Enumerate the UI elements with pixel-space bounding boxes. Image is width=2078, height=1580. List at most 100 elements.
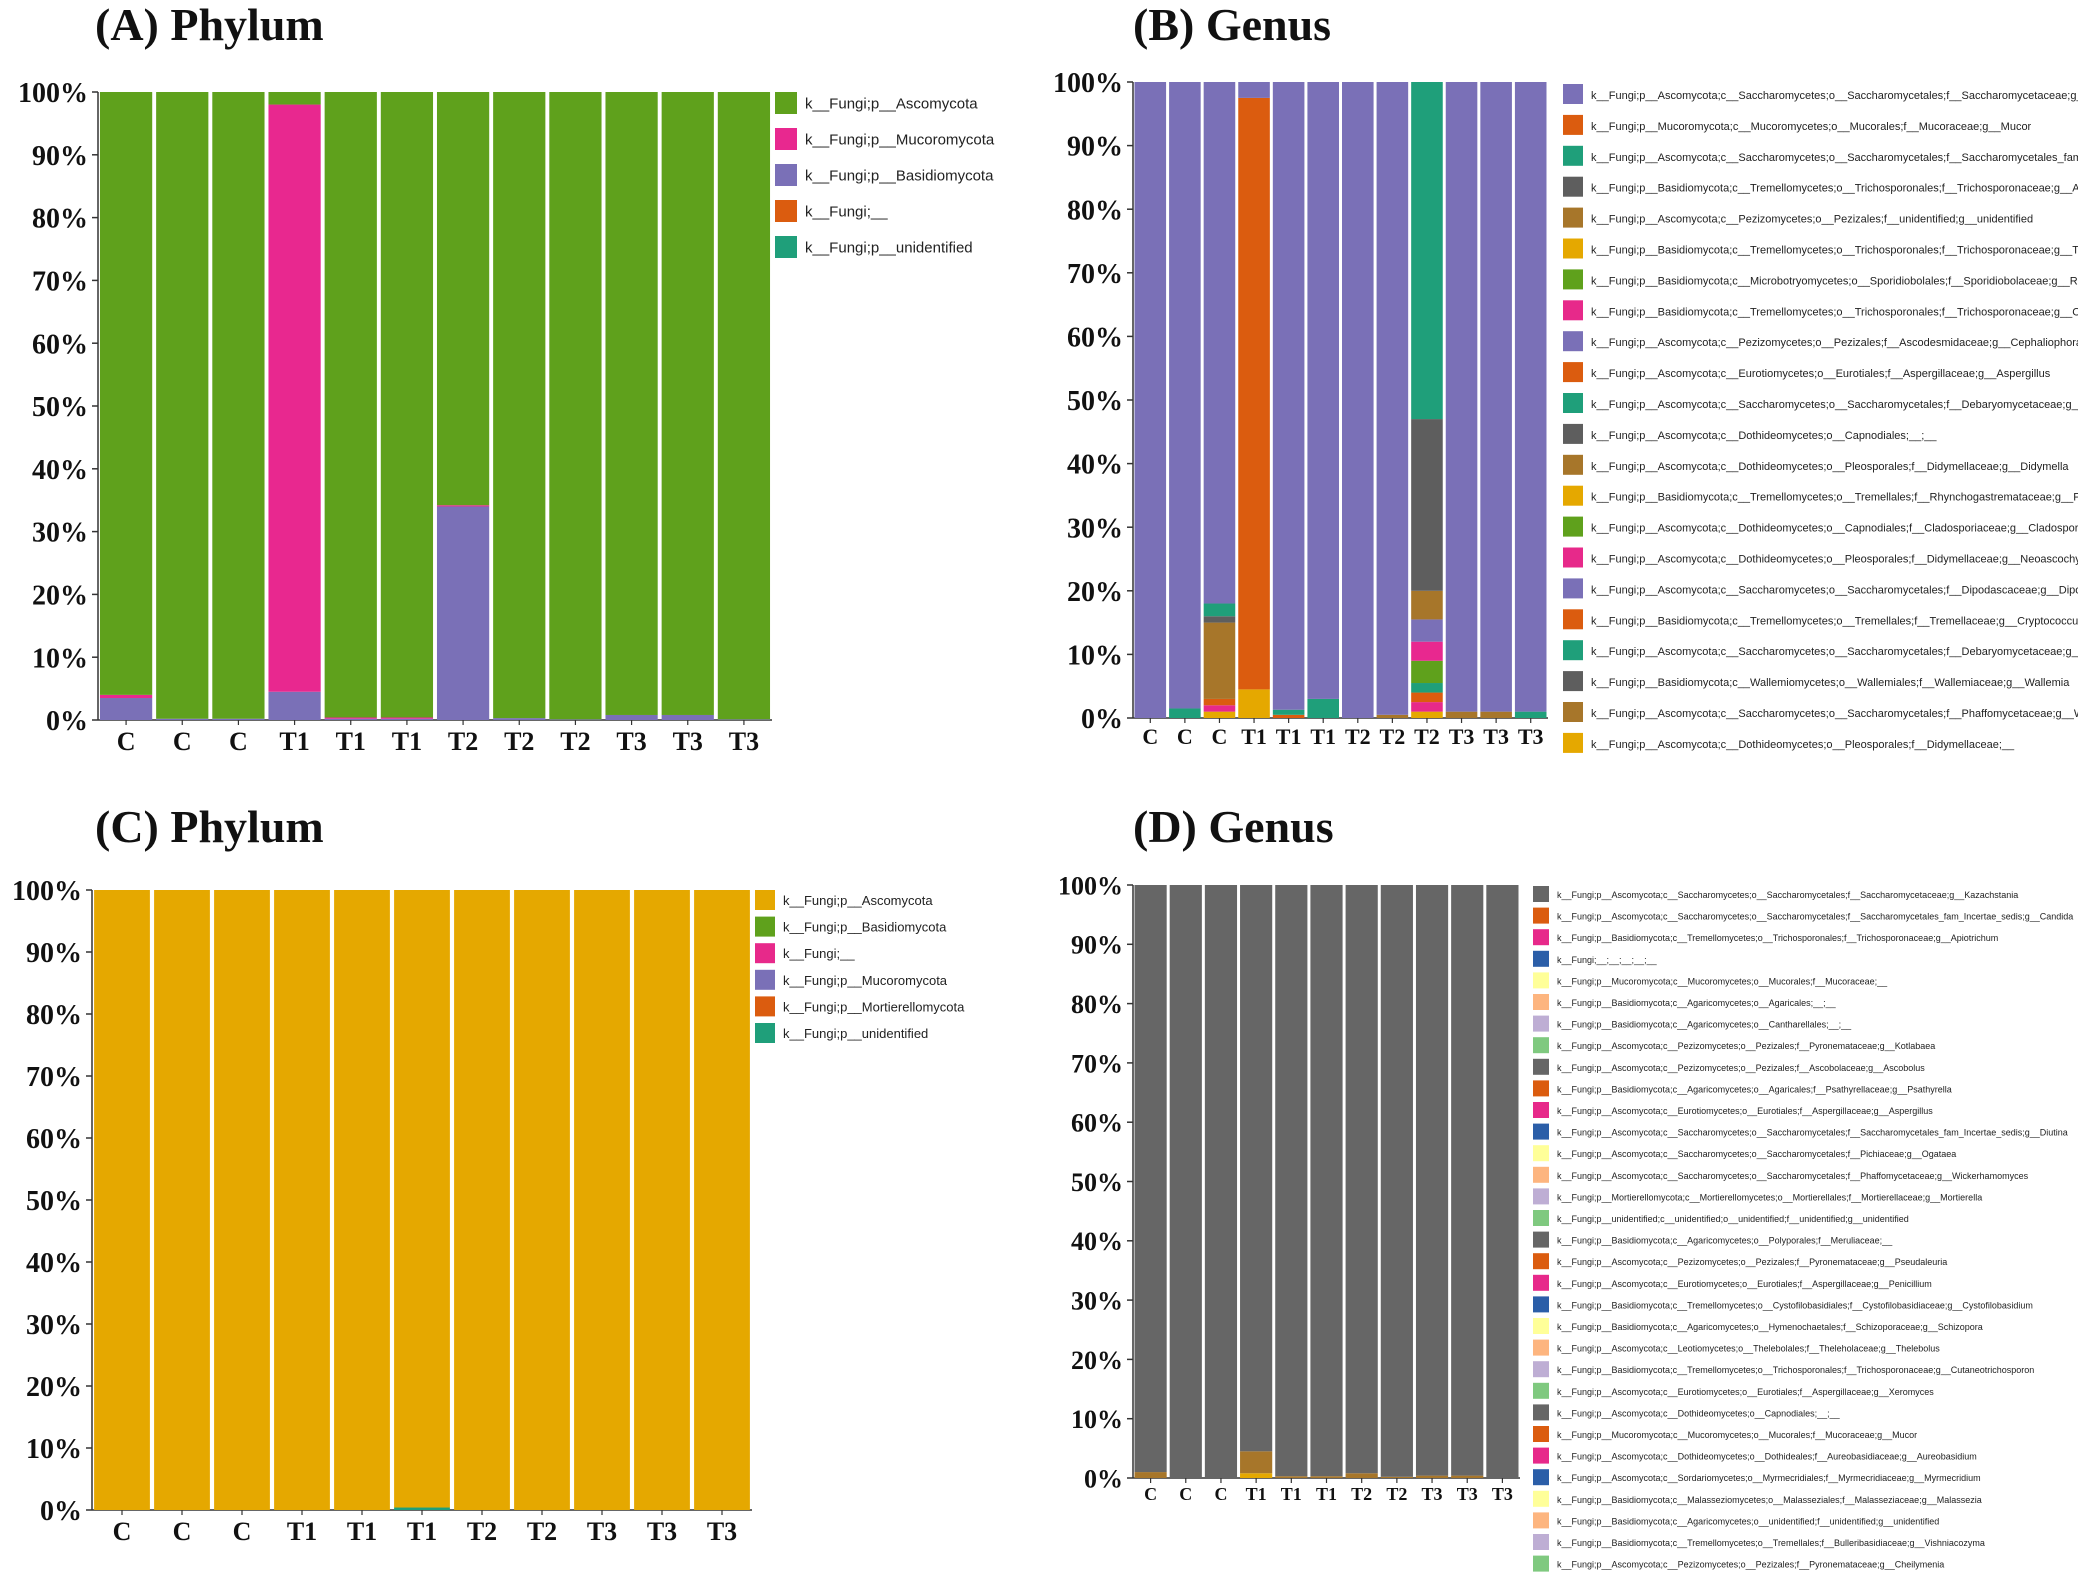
- bar-segment-kazachstania: [1445, 82, 1478, 712]
- bar-segment-k-fungi-p-ascomycota: [94, 890, 150, 1510]
- legend-swatch: [775, 236, 797, 258]
- bar-segment-teal2: [1169, 708, 1201, 718]
- legend-swatch: [1533, 1555, 1549, 1572]
- bar-segment-k-fungi-p-ascomycota: [380, 92, 434, 718]
- bar-segment-teal2: [1411, 683, 1443, 693]
- legend: k__Fungi;p__Ascomycota;c__Saccharomycete…: [1563, 84, 2078, 753]
- legend-label: k__Fungi;p__Ascomycota;c__Eurotiomycetes…: [1557, 1106, 1933, 1116]
- legend-swatch: [1563, 423, 1583, 444]
- chart-panel-a: (A) Phylum 0% 10% 20% 30% 40% 50% 60% 70% 80% 90% 1…: [18, 0, 995, 756]
- bar-segment-k-fungi-p-ascomycota: [634, 890, 690, 1510]
- legend-label: k__Fungi;__: [783, 946, 855, 961]
- legend-label: k__Fungi;p__Ascomycota;c__Saccharomycete…: [1557, 890, 2018, 900]
- bar-segment-brown: [1451, 1475, 1484, 1478]
- bar-segment-k-fungi-p-ascomycota: [493, 92, 546, 719]
- y-tick-label: 70%: [1071, 1049, 1123, 1078]
- y-tick-label: 60%: [1071, 1109, 1123, 1138]
- legend-label: k__Fungi;p__Basidiomycota;c__Tremellomyc…: [1557, 1538, 1985, 1548]
- y-tick-label: 80%: [32, 204, 88, 235]
- bar-segment-k-fungi-p-basidiomycota: [661, 714, 714, 720]
- legend-label: k__Fungi;p__Basidiomycota;c__Malasseziom…: [1557, 1495, 1982, 1505]
- bar-segment-k-fungi-p-ascomycota: [436, 92, 490, 506]
- bar-segment-kazachstania: [1240, 885, 1273, 1452]
- chart-panel-b: (B) Genus 0% 10% 20% 30% 40% 50% 60% 70% 80% 90% 10…: [1053, 0, 2078, 753]
- legend-label: k__Fungi;p__Basidiomycota;c__Agaricomyce…: [1557, 998, 1837, 1008]
- legend-label: k__Fungi;p__Ascomycota;c__Dothideomycete…: [1557, 1452, 1977, 1462]
- x-tick-label: C: [1212, 724, 1228, 749]
- y-tick-label: 40%: [1067, 450, 1123, 481]
- y-tick-label: 30%: [26, 1310, 82, 1341]
- legend-swatch: [1533, 1210, 1549, 1226]
- legend-label: k__Fungi;p__Ascomycota;c__Saccharomycete…: [1557, 1128, 2068, 1138]
- y-tick-label: 90%: [32, 141, 88, 172]
- x-tick-label: T3: [647, 1517, 677, 1546]
- bar-segment-teal2: [1514, 711, 1547, 718]
- y-tick-label: 100%: [1058, 871, 1123, 900]
- legend-swatch: [1533, 1318, 1549, 1334]
- legend-swatch: [1533, 1058, 1549, 1075]
- bar-segment-kazachstania: [1238, 82, 1270, 98]
- legend-label: k__Fungi;p__Ascomycota;c__Dothideomycete…: [1557, 1408, 1841, 1418]
- bar-segment-mucor: [1238, 97, 1270, 690]
- legend-swatch: [775, 92, 797, 114]
- bar-segment-k-fungi-p-ascomycota: [661, 92, 714, 715]
- bar-segment-kazachstania: [1272, 82, 1305, 710]
- y-tick-label: 70%: [26, 1062, 82, 1093]
- legend-label: k__Fungi;p__Ascomycota;c__Saccharomycete…: [1591, 90, 2078, 102]
- legend-label: k__Fungi;p__Ascomycota;c__Saccharomycete…: [1591, 646, 2078, 658]
- legend-label: k__Fungi;p__Basidiomycota;c__Agaricomyce…: [1557, 1084, 1952, 1094]
- legend: k__Fungi;p__Ascomycota k__Fungi;p__Basidi…: [755, 890, 965, 1043]
- legend-swatch: [1563, 454, 1583, 475]
- x-tick-label: T1: [347, 1517, 377, 1546]
- legend-swatch: [1533, 907, 1549, 924]
- bar-segment-brown: [1240, 1451, 1273, 1474]
- legend-swatch: [1533, 1102, 1549, 1118]
- legend-label: k__Fungi;p__Ascomycota;c__Pezizomycetes;…: [1591, 337, 2078, 349]
- bar-segment-brown: [1415, 1475, 1449, 1478]
- bar-segment-orange2: [1411, 692, 1443, 703]
- bar-segment-brown: [1376, 714, 1409, 718]
- x-tick-label: T1: [392, 727, 422, 756]
- bar-segment-k-fungi-p-ascomycota: [324, 92, 377, 718]
- bar-segment-brown: [1480, 711, 1512, 718]
- legend-swatch: [1563, 732, 1583, 753]
- bar-segment-k-fungi-p-basidiomycota: [380, 718, 434, 720]
- legend-swatch: [1533, 1296, 1549, 1313]
- legend-swatch: [1533, 1123, 1549, 1140]
- legend-label: k__Fungi;p__Basidiomycota;c__Tremellomyc…: [1591, 615, 2078, 627]
- legend-label: k__Fungi;p__Basidiomycota;c__Tremellomyc…: [1591, 492, 2078, 504]
- legend-label: k__Fungi;p__Ascomycota: [783, 893, 933, 908]
- legend-swatch: [1563, 485, 1583, 506]
- y-tick-label: 20%: [1067, 577, 1123, 608]
- bar-segment-k-fungi-p-mucoromycota: [268, 104, 321, 692]
- legend-label: k__Fungi;p__Ascomycota;c__Eurotiomycetes…: [1557, 1279, 1932, 1289]
- legend-swatch: [1533, 1361, 1549, 1378]
- bar-segment-kazachstania: [1480, 82, 1512, 712]
- legend-label: k__Fungi;p__Ascomycota: [805, 96, 978, 113]
- y-tick-label: 0%: [1084, 1464, 1123, 1493]
- legend-label: k__Fungi;p__Ascomycota;c__Saccharomycete…: [1557, 912, 2073, 922]
- x-tick-label: T3: [587, 1517, 617, 1546]
- legend-swatch: [1533, 1490, 1549, 1507]
- y-tick-label: 90%: [1067, 132, 1123, 163]
- bar-segment-k-fungi-p-ascomycota: [268, 92, 321, 105]
- chart-title: (A) Phylum: [95, 0, 324, 50]
- bar-segment-k-fungi-p-basidiomycota: [549, 719, 602, 720]
- legend-swatch: [1533, 1382, 1549, 1399]
- x-tick-label: T3: [1422, 1484, 1443, 1504]
- bar-segment-kazachstania: [1514, 82, 1547, 712]
- bar-segment-orange2: [1203, 698, 1236, 706]
- bar-segment-brown: [1380, 1476, 1413, 1478]
- bar-segment-k-fungi-p-mucoromycota: [436, 505, 490, 507]
- x-tick-label: C: [1214, 1484, 1227, 1504]
- legend-swatch: [1563, 547, 1583, 568]
- legend-swatch: [1533, 1166, 1549, 1183]
- x-tick-label: T3: [1457, 1484, 1478, 1504]
- legend-swatch: [775, 164, 797, 186]
- bar-segment-brown: [1345, 1473, 1378, 1478]
- bar-segment-teal3: [1203, 603, 1236, 617]
- bar-segment-k-fungi-p-ascomycota: [454, 890, 510, 1510]
- legend-swatch: [775, 128, 797, 150]
- x-tick-label: T1: [336, 727, 366, 756]
- x-tick-label: T2: [467, 1517, 497, 1546]
